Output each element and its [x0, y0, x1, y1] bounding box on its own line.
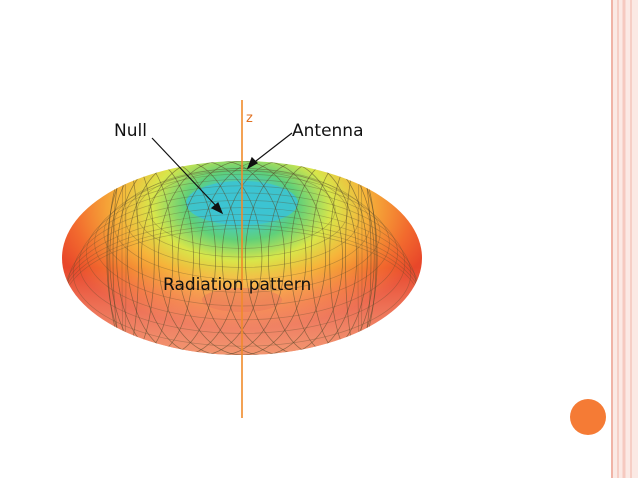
mesh-line [244, 161, 358, 355]
slide-border [611, 0, 638, 478]
mesh-line [345, 161, 372, 355]
mesh-line [126, 161, 240, 355]
mesh-line [121, 161, 127, 355]
mesh-line [290, 161, 375, 355]
mesh-line [290, 161, 375, 355]
mesh-line [112, 161, 139, 355]
mesh-line [310, 161, 378, 355]
mesh-line [268, 161, 368, 355]
mesh-line [116, 161, 216, 355]
axis-label: z [246, 111, 253, 126]
pattern-label: Radiation pattern [163, 275, 311, 295]
mesh-line [141, 161, 263, 355]
mesh-line [329, 161, 377, 355]
mesh-line [268, 161, 368, 355]
mesh-line [158, 161, 285, 355]
mesh-line [221, 161, 343, 355]
mesh-line [244, 161, 358, 355]
mesh-line [345, 161, 372, 355]
mesh-line [106, 161, 174, 355]
mesh-line [112, 161, 139, 355]
mesh-line [126, 161, 240, 355]
mesh-line [329, 161, 377, 355]
mesh-line [107, 161, 155, 355]
mesh-line [141, 161, 263, 355]
mesh-line [357, 161, 363, 355]
mesh-line [158, 161, 285, 355]
decor-circle [570, 399, 606, 435]
mesh-line [116, 161, 216, 355]
mesh-line [109, 161, 194, 355]
mesh-line [221, 161, 343, 355]
mesh-line [177, 161, 307, 355]
antenna-label: Antenna [292, 121, 364, 141]
mesh-line [199, 161, 326, 355]
mesh-line [199, 161, 326, 355]
mesh-line [107, 161, 155, 355]
mesh-line [109, 161, 194, 355]
null-label: Null [114, 121, 147, 141]
mesh-line [310, 161, 378, 355]
mesh-line [177, 161, 307, 355]
callout-arrows [151, 132, 293, 215]
mesh-line [106, 161, 174, 355]
